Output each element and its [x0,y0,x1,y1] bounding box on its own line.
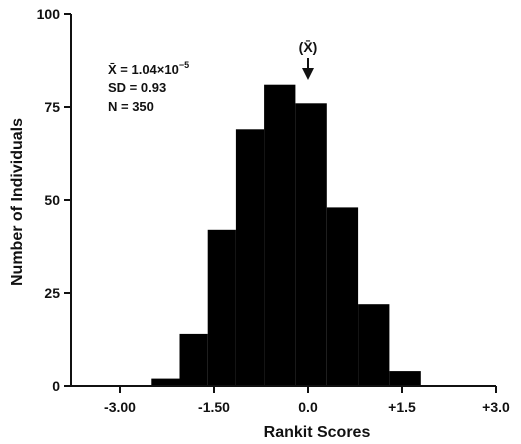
x-tick-label: -1.50 [198,399,230,415]
x-tick-label: +1.5 [388,399,416,415]
histogram-bar [326,207,359,386]
histogram-bar [179,333,208,386]
mean-label: (X̄) [299,38,318,55]
histogram-bar [235,129,265,387]
mean-marker: (X̄) [299,38,318,80]
y-axis-title: Number of Individuals [9,118,26,286]
stats-annotation: X̄ = 1.04×10−5 SD = 0.93 N = 350 [108,60,189,114]
histogram-bar [207,229,236,386]
x-tick-label: +3.0 [482,399,510,415]
histogram-bar [358,304,390,386]
y-tick-label: 25 [44,285,60,301]
histogram-bar [295,103,327,387]
x-tick-label: 0.0 [298,399,318,415]
y-tick-label: 50 [44,192,60,208]
down-arrow-icon [302,68,314,80]
histogram-bar [151,378,180,386]
x-tick-label: -3.00 [104,399,136,415]
x-axis-ticks: -3.00 -1.50 0.0 +1.5 +3.0 [104,386,510,415]
y-tick-label: 75 [44,99,60,115]
y-axis-ticks: 0 25 50 75 100 [37,6,71,394]
histogram-bars [151,84,421,387]
histogram-bar [389,371,421,386]
mean-stat-text: X̄ = 1.04×10−5 [108,60,189,77]
sd-stat-text: SD = 0.93 [108,80,166,95]
y-tick-label: 0 [52,378,60,394]
n-stat-text: N = 350 [108,99,154,114]
x-axis-title: Rankit Scores [264,424,371,441]
histogram-bar [264,84,296,386]
y-tick-label: 100 [37,6,61,22]
